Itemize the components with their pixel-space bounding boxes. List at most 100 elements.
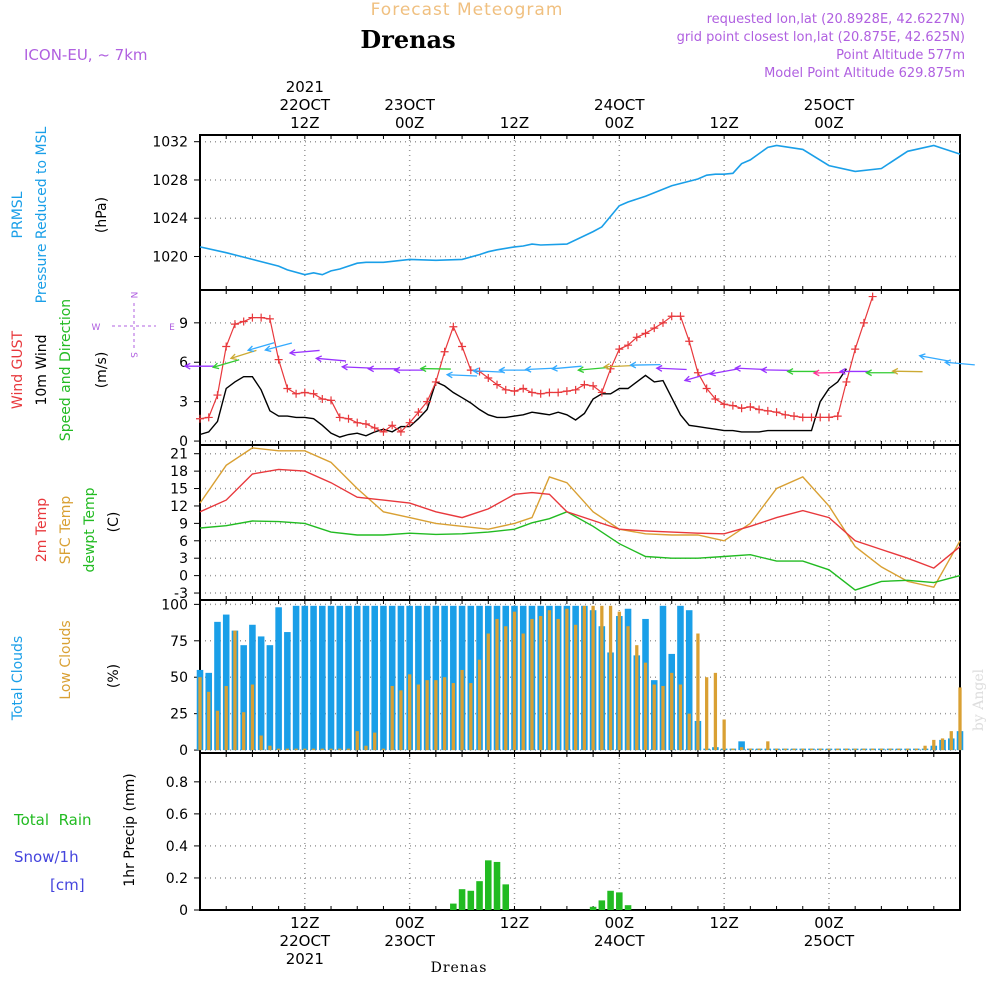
gust-marker [859,318,868,327]
wind-arrow [246,342,275,353]
low-cloud-bar [268,745,272,751]
sfc-temp-line [199,447,961,588]
total-cloud-bar [467,605,475,751]
total-cloud-bar [240,645,247,751]
y-tick-label: 1020 [152,250,188,266]
gust-label: Wind GUST [10,330,26,409]
low-cloud-bar [897,748,901,751]
prmsl-label: PRMSL [10,191,26,238]
rain-bar [493,861,501,910]
wind-arrow [471,367,504,375]
gust-marker [335,413,344,422]
low-cloud-bar [914,748,918,751]
wind-arrow-shaft [525,367,556,371]
wind-arrow-head [524,365,532,373]
wind-arrow-head [183,362,191,370]
total-cloud-bar [284,632,291,751]
total-cloud-bar [371,605,378,751]
low-cloud-bar [565,608,569,751]
wind-arrow-shaft [656,367,687,371]
wind-arrow [891,367,923,375]
time-label: 00Z [395,114,424,132]
low-cloud-bar [285,748,289,751]
low-cloud-bar [242,712,246,751]
gust-marker [484,374,493,383]
low-cloud-bar [224,685,228,751]
low-cloud-bar [836,748,840,751]
gust-marker [379,427,388,436]
low-cloud-bar [303,748,307,751]
wind-arrow [314,355,346,363]
gust-marker [615,345,624,354]
y-tick-label: 0.4 [166,839,188,855]
time-label: 12Z [709,914,738,932]
wind-arrow-shaft [578,366,608,371]
gust-marker [501,385,510,394]
low-cloud-bar [687,713,691,751]
low-cloud-bar [408,674,412,751]
low-cloud-bar [521,633,525,751]
time-label: 23OCT [384,932,435,950]
wind-arrow-shaft [552,365,582,370]
time-label: 00Z [814,914,843,932]
requested-coords: requested lon,lat (20.8928E, 42.6227N) [707,12,965,27]
compass-e: E [169,323,175,333]
gust-marker [685,337,694,346]
low-cloud-bar [416,684,421,751]
top-title: Forecast Meteogram [371,0,564,20]
low-cloud-bar [600,605,604,751]
total-cloud-bar [275,607,282,751]
y-tick-label: 1024 [152,211,188,227]
low-cloud-bar [573,624,578,751]
gust-marker [431,377,440,386]
low-cloud-bar [556,618,560,751]
wind-arrow-head [367,365,375,373]
total-cloud-bar [222,614,230,751]
wind-arrow [812,369,844,377]
rain-bar [458,889,466,910]
pressure-line [199,144,961,276]
low-cloud-bar [801,748,805,751]
gust-marker [300,388,309,397]
gust-marker [650,324,659,333]
signature: by Angel [971,668,987,731]
low-cloud-bar [713,672,718,751]
low-cloud-bar [346,748,351,751]
low-cloud-bar [678,684,683,751]
wind-arrow-head [838,367,846,375]
low-cloud-bar [774,748,779,751]
wind-arrow-head [340,363,348,371]
low-cloud-bar [958,687,962,751]
gust-marker [527,388,536,397]
wind-arrow-shaft [447,374,478,377]
gust-marker [440,347,449,356]
wind-arrow [576,366,608,374]
gust-marker [571,385,580,394]
gust-marker [772,408,781,417]
pressure-msl-label: Pressure Reduced to MSL [34,126,50,303]
y-tick-label: 1028 [152,173,188,189]
compass-icon: N W E S [92,292,176,359]
gust-marker [545,388,554,397]
low-cloud-bar [809,748,814,751]
wind-arrow [550,364,582,372]
time-label: 12Z [290,114,319,132]
wind-arrow [786,367,818,375]
wind-arrow-head [471,367,480,375]
total-clouds-label: Total Clouds [10,636,26,721]
y-tick-label: 18 [170,464,188,480]
total-cloud-bar [450,605,457,751]
wind-arrow-head [891,367,899,375]
gust-marker [405,418,414,427]
wind-arrow [183,362,215,370]
low-cloud-bar [294,748,298,751]
gust-marker [676,312,685,321]
low-cloud-bar [905,748,910,751]
gust-marker [790,412,799,421]
wind-arrow-shaft [247,342,275,351]
low-cloud-bar [888,748,892,751]
gust-marker [693,368,702,377]
low-cloud-bar [495,618,499,751]
y-tick-label: 0.6 [166,807,188,823]
wind-panel: 0 3 6 9 [179,289,975,450]
